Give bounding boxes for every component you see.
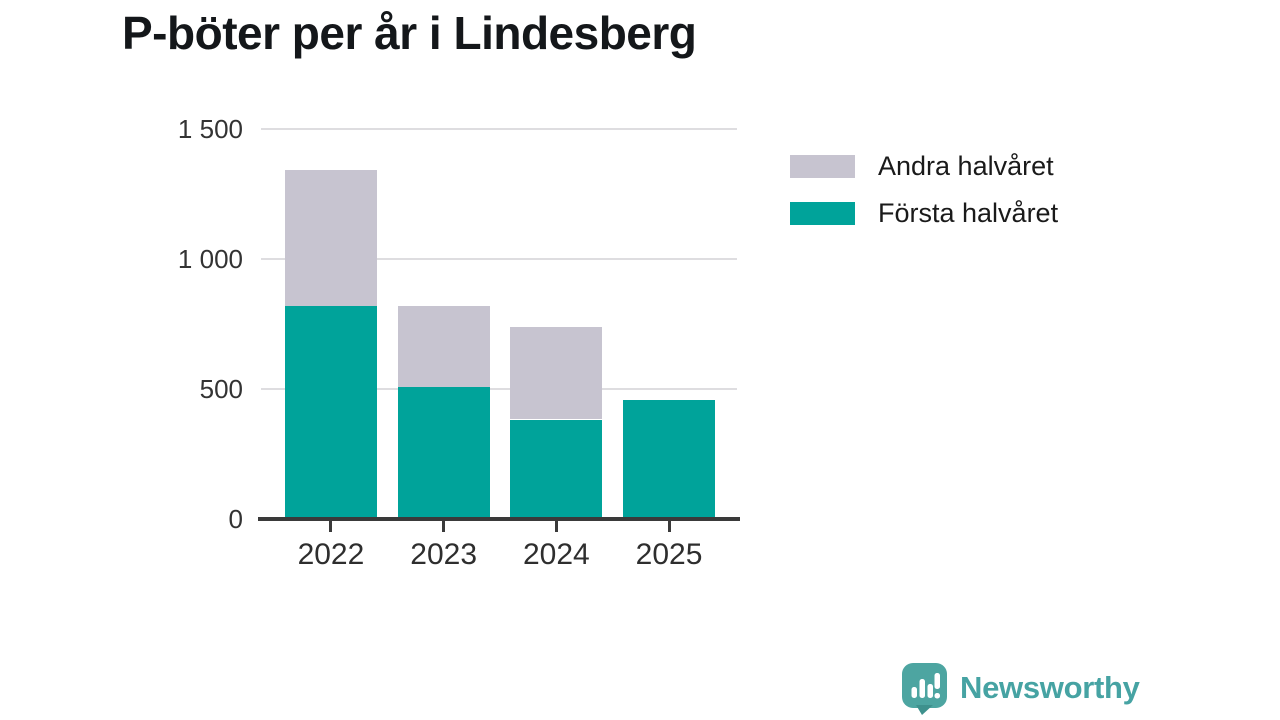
newsworthy-logo-text: Newsworthy bbox=[960, 670, 1140, 705]
bar-segment-forsta-halvaret bbox=[397, 387, 490, 517]
y-axis-tick-label: 1 500 bbox=[177, 114, 243, 144]
y-axis-tick-label: 1 000 bbox=[177, 244, 243, 274]
bar-segment-andra-halvaret bbox=[284, 169, 377, 307]
newsworthy-logo-icon bbox=[902, 663, 947, 715]
x-axis-tick-label: 2022 bbox=[297, 538, 365, 571]
x-axis-tick bbox=[667, 521, 671, 532]
legend-swatch bbox=[790, 155, 855, 178]
x-axis-tick bbox=[554, 521, 558, 532]
bar-segment-andra-halvaret bbox=[510, 327, 603, 420]
bar-segment-forsta-halvaret bbox=[284, 306, 377, 517]
x-axis-tick-label: 2024 bbox=[522, 538, 590, 571]
x-axis-tick bbox=[442, 521, 446, 532]
bar-segment-forsta-halvaret bbox=[623, 400, 716, 517]
x-axis-tick-label: 2025 bbox=[635, 538, 703, 571]
bar-segment-forsta-halvaret bbox=[510, 419, 603, 517]
chart-title: P-böter per år i Lindesberg bbox=[122, 7, 697, 59]
x-axis-line bbox=[258, 517, 740, 521]
legend-label: Första halvåret bbox=[878, 198, 1059, 228]
legend-label: Andra halvåret bbox=[878, 151, 1054, 181]
x-axis-tick bbox=[329, 521, 333, 532]
gridline bbox=[261, 258, 737, 260]
newsworthy-logo: Newsworthy bbox=[901, 662, 1140, 716]
legend: Andra halvåret Första halvåret bbox=[790, 151, 1059, 228]
bar-segment-andra-halvaret bbox=[397, 306, 490, 387]
y-axis-tick-label: 0 bbox=[228, 504, 243, 534]
gridline bbox=[261, 128, 737, 130]
gridline bbox=[261, 388, 737, 390]
legend-item: Andra halvåret bbox=[790, 151, 1058, 181]
legend-item: Första halvåret bbox=[790, 198, 1059, 228]
y-axis-tick-label: 500 bbox=[199, 374, 243, 404]
legend-swatch bbox=[790, 202, 855, 225]
x-axis-tick-label: 2023 bbox=[410, 538, 478, 571]
